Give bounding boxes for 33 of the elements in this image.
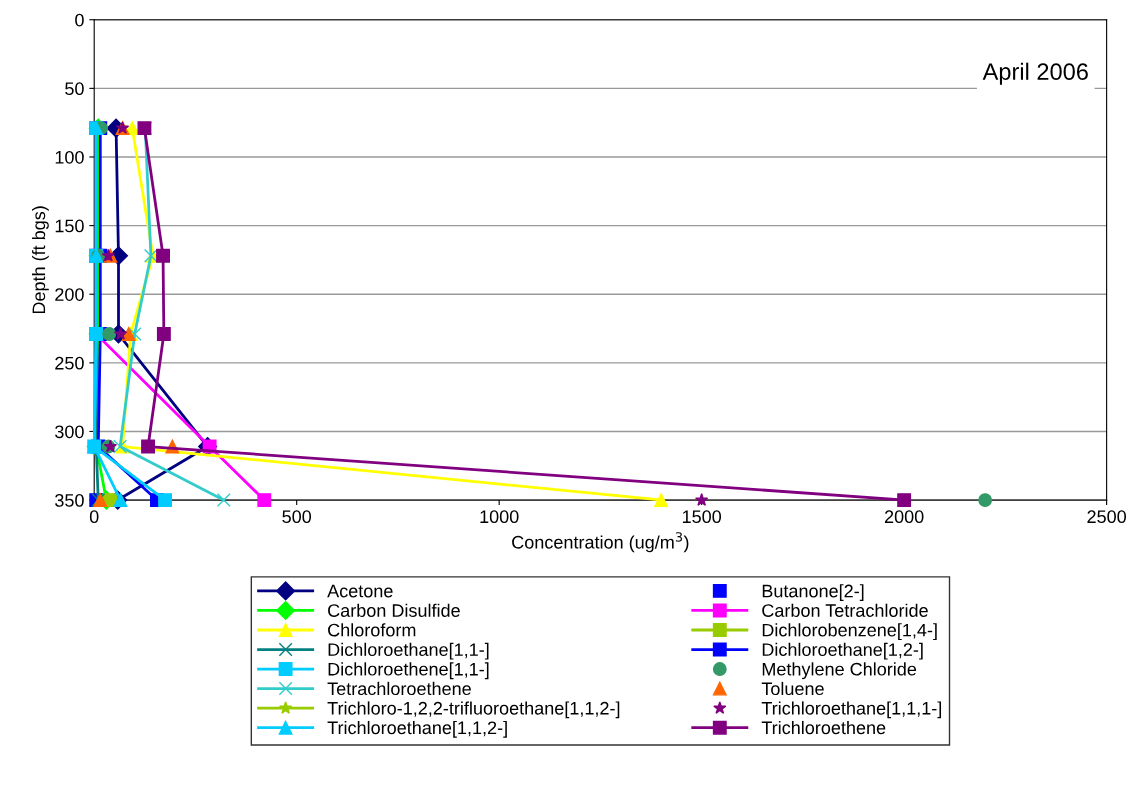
legend-label: Acetone	[327, 584, 393, 598]
y-tick-label: 150	[55, 219, 84, 233]
y-tick-label: 200	[55, 288, 84, 301]
legend-label: Toluene	[761, 681, 824, 696]
legend-label: Dichlorobenzene[1,4-]	[762, 623, 937, 641]
y-tick-label: 300	[55, 425, 84, 439]
legend-label: Trichloro-1,2,2-trifluoroethane[1,1,2-]	[327, 701, 620, 719]
legend-label: Chloroform	[328, 623, 416, 637]
legend-label: Dichloroethane[1,1-]	[328, 642, 489, 660]
y-tick-label: 0	[75, 13, 84, 27]
legend-label: Tetrachloroethene	[327, 681, 471, 696]
y-tick-label: 50	[65, 82, 84, 96]
x-tick-label: 2000	[884, 510, 924, 524]
x-tick-label: 1000	[480, 510, 519, 524]
y-tick-label: 350	[55, 494, 84, 507]
x-tick-label: 2500	[1087, 510, 1126, 524]
legend-label: Trichloroethane[1,1,1-]	[761, 701, 942, 719]
legend-label: Trichloroethene	[761, 720, 886, 735]
y-tick-label: 250	[55, 356, 84, 370]
annotation: April 2006	[982, 62, 1088, 85]
legend-label: Butanone[2-]	[762, 584, 864, 601]
legend-label: Carbon Disulfide	[328, 603, 460, 617]
y-tick-label: 100	[55, 150, 84, 164]
x-axis-title: Concentration (ug/m$^{3}$)	[512, 532, 689, 553]
legend-label: Carbon Tetrachloride	[762, 603, 928, 617]
y-axis-title: Depth (ft bgs)	[31, 206, 49, 314]
legend-label: Dichloroethane[1,2-]	[762, 642, 923, 660]
x-tick-label: 500	[282, 510, 312, 524]
legend-label: Dichloroethene[1,1-]	[328, 662, 489, 680]
legend-label: Trichloroethane[1,1,2-]	[327, 720, 507, 738]
x-tick-label: 1500	[682, 510, 722, 524]
legend-label: Methylene Chloride	[762, 662, 917, 680]
x-tick-label: 0	[89, 510, 99, 524]
